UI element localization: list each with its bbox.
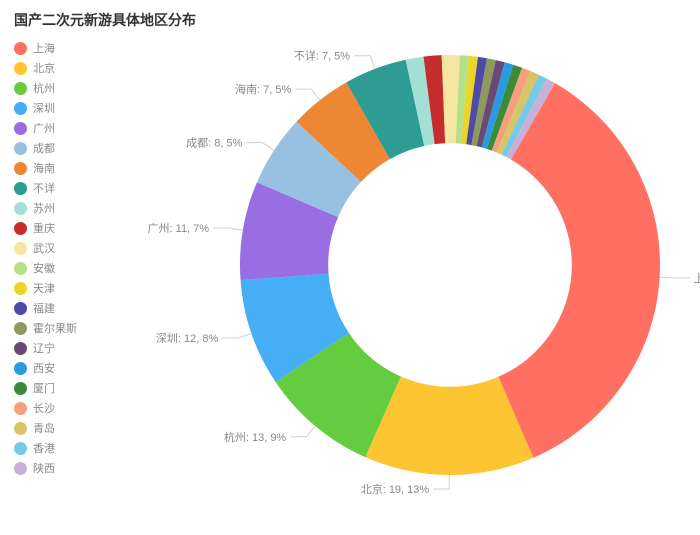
slice-label: 海南: 7, 5% (235, 82, 291, 96)
legend-swatch-icon (14, 182, 27, 195)
slice-label: 北京: 19, 13% (361, 482, 430, 496)
legend-swatch-icon (14, 62, 27, 75)
legend-swatch-icon (14, 262, 27, 275)
legend-label: 霍尔果斯 (33, 320, 77, 336)
legend-label: 武汉 (33, 240, 55, 256)
legend-swatch-icon (14, 362, 27, 375)
legend: 上海北京杭州深圳广州成都海南不详苏州重庆武汉安徽天津福建霍尔果斯辽宁西安厦门长沙… (14, 38, 77, 478)
leader-line (354, 56, 375, 69)
legend-item: 北京 (14, 58, 77, 78)
legend-label: 厦门 (33, 380, 55, 396)
legend-item: 重庆 (14, 218, 77, 238)
legend-item: 海南 (14, 158, 77, 178)
legend-item: 香港 (14, 438, 77, 458)
legend-item: 西安 (14, 358, 77, 378)
leader-line (213, 228, 243, 230)
legend-swatch-icon (14, 402, 27, 415)
legend-item: 广州 (14, 118, 77, 138)
slice-label: 不详: 7, 5% (294, 49, 350, 63)
legend-item: 武汉 (14, 238, 77, 258)
legend-label: 香港 (33, 440, 55, 456)
legend-swatch-icon (14, 462, 27, 475)
legend-swatch-icon (14, 142, 27, 155)
legend-item: 青岛 (14, 418, 77, 438)
leader-line (295, 89, 320, 100)
legend-label: 不详 (33, 180, 55, 196)
slice-label: 杭州: 13, 9% (224, 430, 287, 444)
legend-label: 辽宁 (33, 340, 55, 356)
leader-line (290, 426, 315, 437)
legend-swatch-icon (14, 242, 27, 255)
legend-label: 海南 (33, 160, 55, 176)
legend-label: 青岛 (33, 420, 55, 436)
legend-swatch-icon (14, 302, 27, 315)
legend-swatch-icon (14, 202, 27, 215)
legend-swatch-icon (14, 122, 27, 135)
legend-label: 深圳 (33, 100, 55, 116)
legend-item: 深圳 (14, 98, 77, 118)
legend-swatch-icon (14, 342, 27, 355)
legend-swatch-icon (14, 162, 27, 175)
slice-label: 深圳: 12, 8% (156, 332, 219, 345)
legend-item: 苏州 (14, 198, 77, 218)
legend-label: 苏州 (33, 200, 55, 216)
legend-label: 北京 (33, 60, 55, 76)
legend-item: 福建 (14, 298, 77, 318)
legend-swatch-icon (14, 382, 27, 395)
legend-swatch-icon (14, 442, 27, 455)
slice-label: 成都: 8, 5% (186, 137, 242, 150)
legend-label: 陕西 (33, 460, 55, 476)
legend-swatch-icon (14, 222, 27, 235)
leader-line (433, 475, 449, 489)
legend-item: 陕西 (14, 458, 77, 478)
leader-line (222, 333, 251, 338)
slice-label: 广州: 11, 7% (148, 222, 210, 235)
legend-item: 成都 (14, 138, 77, 158)
slice-label: 上海: 51, 35% (694, 271, 700, 285)
legend-label: 成都 (33, 140, 55, 156)
donut-chart: 上海: 51, 35% 北京: 19, 13% 杭州: 13, 9% 深圳: 12, … (140, 0, 700, 530)
legend-label: 广州 (33, 120, 55, 136)
legend-swatch-icon (14, 102, 27, 115)
legend-item: 霍尔果斯 (14, 318, 77, 338)
legend-swatch-icon (14, 282, 27, 295)
legend-item: 长沙 (14, 398, 77, 418)
leader-line (246, 143, 274, 151)
legend-label: 杭州 (33, 80, 55, 96)
legend-item: 辽宁 (14, 338, 77, 358)
legend-item: 杭州 (14, 78, 77, 98)
legend-label: 天津 (33, 280, 55, 296)
legend-label: 西安 (33, 360, 55, 376)
legend-label: 上海 (33, 40, 55, 56)
legend-item: 安徽 (14, 258, 77, 278)
legend-label: 长沙 (33, 400, 55, 416)
leader-line (660, 277, 690, 278)
legend-label: 福建 (33, 300, 55, 316)
legend-swatch-icon (14, 422, 27, 435)
legend-swatch-icon (14, 322, 27, 335)
legend-label: 重庆 (33, 220, 55, 236)
legend-swatch-icon (14, 82, 27, 95)
legend-swatch-icon (14, 42, 27, 55)
legend-label: 安徽 (33, 260, 55, 276)
legend-item: 不详 (14, 178, 77, 198)
legend-item: 上海 (14, 38, 77, 58)
legend-item: 天津 (14, 278, 77, 298)
legend-item: 厦门 (14, 378, 77, 398)
pie-slice (498, 83, 660, 458)
